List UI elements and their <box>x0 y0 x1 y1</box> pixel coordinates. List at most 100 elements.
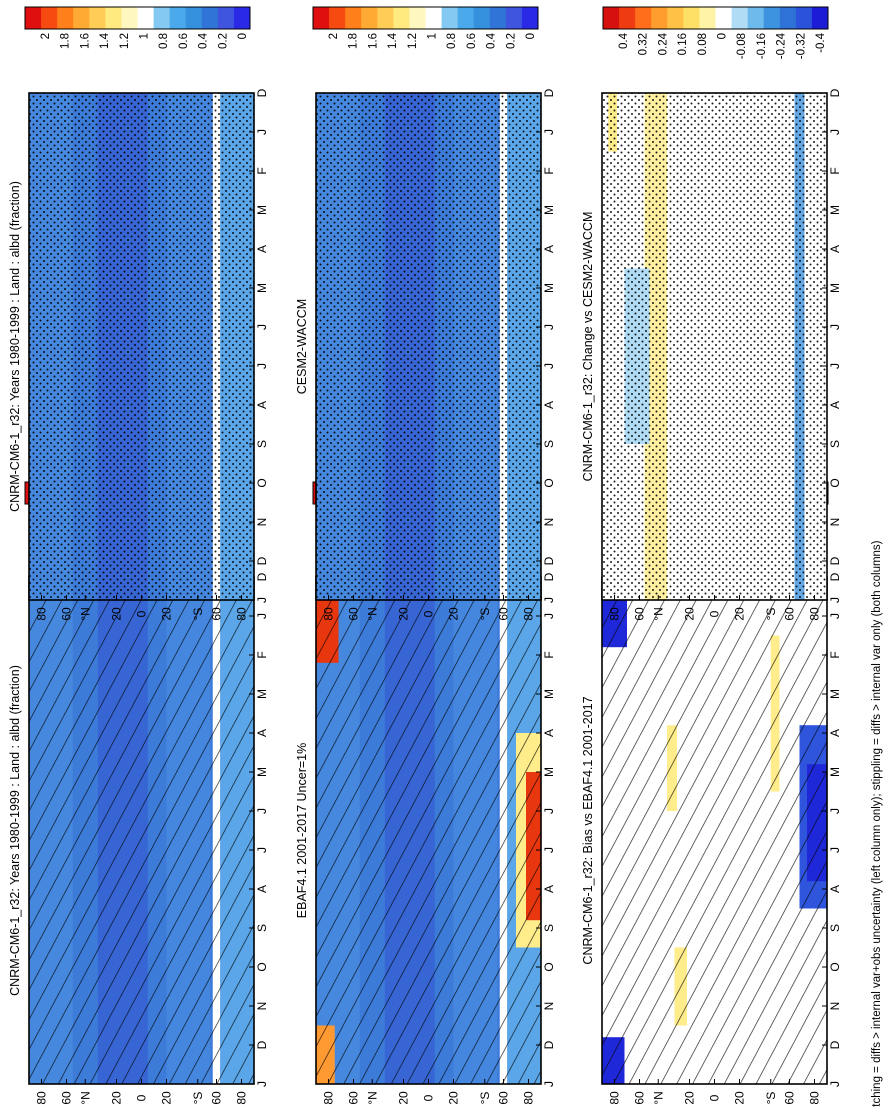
colorbar-swatch <box>409 7 426 29</box>
x-tick-label: S <box>255 924 269 932</box>
x-tick-label: A <box>542 729 556 737</box>
colorbar-label: 1.6 <box>367 33 379 49</box>
x-tick-label: J <box>542 129 556 135</box>
colorbar-label: 0.6 <box>178 33 190 49</box>
x-tick-label: D <box>828 572 842 581</box>
x-tick-label: M <box>542 205 556 215</box>
colorbar-swatch <box>169 7 187 29</box>
y-tick-label: 60 <box>347 607 361 621</box>
x-tick-label: J <box>542 597 556 603</box>
panel-title: CNRM-CM6-1_r32: Bias vs EBAF4.1 2001-201… <box>581 696 595 964</box>
colorbar-frame <box>602 6 829 30</box>
stippling-overlay <box>316 93 541 600</box>
x-tick-label: F <box>542 167 556 174</box>
y-tick-label: 80 <box>235 607 249 621</box>
colorbar-label: 0.4 <box>198 32 210 49</box>
x-tick-label: J <box>828 613 842 619</box>
colorbar-swatch <box>457 7 475 29</box>
y-tick-label: 0 <box>135 1094 149 1101</box>
x-tick-label: M <box>828 283 842 293</box>
colorbar-label: 1.6 <box>79 33 91 49</box>
colorbar-swatch <box>393 7 410 29</box>
colorbar-swatch <box>441 7 459 29</box>
x-tick-label: J <box>255 847 269 853</box>
x-tick-label: J <box>542 613 556 619</box>
colorbar-swatch <box>73 7 90 29</box>
colorbar-label: 1 <box>139 33 151 39</box>
colorbar: 2 1.8 1.6 1.4 1.2 1 0.8 0.6 0.4 0.2 0 <box>24 6 251 49</box>
colorbar-swatch <box>635 7 652 29</box>
y-tick-label: 20 <box>160 1091 174 1105</box>
colorbar-swatch <box>651 7 668 29</box>
heatmap-field <box>29 577 254 1084</box>
colorbar-swatch <box>329 7 346 29</box>
colorbar-label: -0.08 <box>736 33 748 59</box>
x-tick-label: M <box>542 767 556 777</box>
y-tick-label: °N <box>78 1091 92 1104</box>
y-tick-label: 20 <box>733 607 747 621</box>
panel-title: CNRM-CM6-1_r32: Years 1980-1999 : Land :… <box>8 181 22 512</box>
y-tick-label: 20 <box>110 607 124 621</box>
panel-6: D J F M A M J J A S O N D J 80 60 °N 20 0 20 °S 60 80 CNRM-CM6-… <box>581 6 842 621</box>
x-tick-label: J <box>542 1081 556 1087</box>
colorbar-label: -0.32 <box>795 33 807 59</box>
y-tick-label: 80 <box>608 1091 622 1105</box>
y-tick-label: °S <box>764 608 778 621</box>
colorbar-swatch <box>505 7 523 29</box>
colorbar-label: 0.24 <box>657 32 669 55</box>
colorbar-swatch <box>121 7 138 29</box>
x-tick-label: F <box>828 167 842 174</box>
x-tick-label: J <box>542 363 556 369</box>
x-tick-label: F <box>828 651 842 658</box>
colorbar-label: 0.32 <box>638 33 650 55</box>
x-tick-label: O <box>828 962 842 971</box>
x-tick-label: F <box>255 167 269 174</box>
colorbar-label: 0.16 <box>677 33 689 55</box>
x-tick-label: J <box>828 363 842 369</box>
x-tick-label: S <box>542 440 556 448</box>
colorbar-swatch <box>795 7 813 29</box>
hatching-overlay <box>602 577 827 1084</box>
x-tick-label: J <box>828 597 842 603</box>
x-tick-label: A <box>542 885 556 893</box>
x-tick-label: D <box>255 1040 269 1049</box>
x-tick-label: M <box>542 283 556 293</box>
x-tick-label: N <box>828 518 842 527</box>
colorbar-swatch <box>489 7 507 29</box>
y-tick-label: °N <box>651 607 665 620</box>
x-tick-label: A <box>255 729 269 737</box>
colorbar-label: 0 <box>717 33 729 39</box>
y-tick-label: 80 <box>522 607 536 621</box>
panel-3: D J F M A M J J A S O N D J 80 60 °N 20 0 20 °S 60 80 EBAF4.1 2… <box>295 481 556 1105</box>
y-tick-label: 0 <box>422 1094 436 1101</box>
colorbar-label: 0.2 <box>505 33 517 49</box>
panel-title: CESM2-WACCM <box>295 299 309 394</box>
x-tick-label: J <box>255 597 269 603</box>
x-tick-label: D <box>828 1040 842 1049</box>
colorbar-label: -0.16 <box>756 33 768 59</box>
y-tick-label: 60 <box>60 607 74 621</box>
x-tick-label: D <box>542 572 556 581</box>
y-tick-label: 60 <box>783 1091 797 1105</box>
y-tick-label: 20 <box>447 607 461 621</box>
colorbar-swatch <box>473 7 491 29</box>
x-tick-label: M <box>255 767 269 777</box>
colorbar-label: 0.4 <box>486 32 498 49</box>
stippling-overlay <box>602 93 827 600</box>
colorbar-label: -0.4 <box>815 32 827 52</box>
panel-title: EBAF4.1 2001-2017 Uncer=1% <box>295 743 309 918</box>
colorbar-swatch <box>667 7 684 29</box>
x-tick-label: O <box>542 962 556 971</box>
colorbar-label: 0 <box>525 33 537 39</box>
y-tick-label: 20 <box>447 1091 461 1105</box>
x-tick-label: N <box>255 518 269 527</box>
x-tick-label: D <box>542 556 556 565</box>
y-tick-label: 80 <box>35 607 49 621</box>
x-tick-label: J <box>255 613 269 619</box>
heatmap-field <box>29 93 254 600</box>
x-tick-label: D <box>255 88 269 97</box>
colorbar-swatch <box>763 7 781 29</box>
colorbar-swatch <box>377 7 394 29</box>
y-tick-label: 20 <box>110 1091 124 1105</box>
